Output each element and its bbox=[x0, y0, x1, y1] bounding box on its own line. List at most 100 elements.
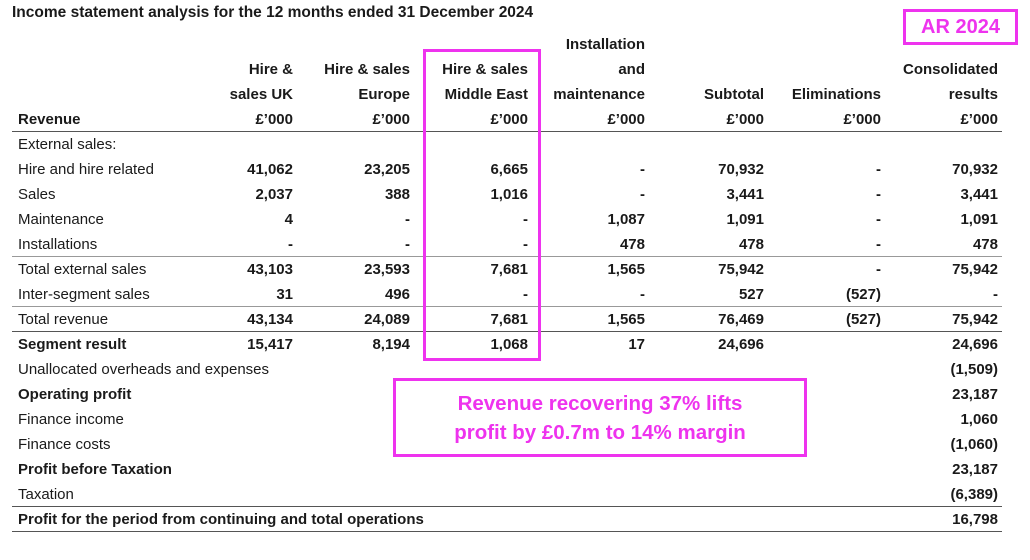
cell-subtotal: 70,932 bbox=[718, 161, 764, 178]
cell-hire-sales-europe: 388 bbox=[384, 186, 410, 203]
column-header-line: Hire & bbox=[248, 61, 293, 78]
annotation-callout: Revenue recovering 37% lifts profit by £… bbox=[393, 378, 807, 457]
row-label: Finance costs bbox=[18, 436, 111, 453]
cell-installation-maintenance: 478 bbox=[619, 236, 645, 253]
column-header-line: £’000 bbox=[255, 111, 293, 128]
column-header-installation-maintenance: Installation and maintenance £’000 bbox=[553, 32, 645, 132]
cell-subtotal: 478 bbox=[738, 236, 764, 253]
cell-consolidated-results: 75,942 bbox=[952, 261, 998, 278]
table-row: Unallocated overheads and expenses (1,509… bbox=[12, 357, 1002, 382]
cell-hire-sales-europe: 8,194 bbox=[372, 336, 410, 353]
row-label: Taxation bbox=[18, 486, 74, 503]
table-divider bbox=[12, 306, 1002, 307]
cell-consolidated-results: (1,509) bbox=[950, 361, 998, 378]
column-header-line: Hire & sales bbox=[324, 61, 410, 78]
cell-consolidated-results: 16,798 bbox=[952, 511, 998, 528]
column-header-line: Europe bbox=[358, 86, 410, 103]
cell-hire-sales-middle-east: - bbox=[523, 236, 528, 253]
cell-subtotal: 76,469 bbox=[718, 311, 764, 328]
table-row: Finance income 1,060 bbox=[12, 407, 1002, 432]
table-row: Operating profit 23,187 bbox=[12, 382, 1002, 407]
cell-installation-maintenance: 1,087 bbox=[607, 211, 645, 228]
column-header-line: Consolidated bbox=[902, 61, 998, 78]
cell-installation-maintenance: - bbox=[640, 286, 645, 303]
cell-installation-maintenance: - bbox=[640, 161, 645, 178]
row-label: Profit before Taxation bbox=[18, 461, 172, 478]
cell-hire-sales-middle-east: - bbox=[523, 211, 528, 228]
cell-hire-sales-uk: - bbox=[288, 236, 293, 253]
column-header-line: and bbox=[618, 61, 645, 78]
table-divider bbox=[12, 506, 1002, 507]
column-header-line: £’000 bbox=[960, 111, 998, 128]
cell-consolidated-results: - bbox=[993, 286, 998, 303]
column-header-line: results bbox=[948, 86, 998, 103]
column-header-line: £’000 bbox=[726, 111, 764, 128]
table-row: Finance costs (1,060) bbox=[12, 432, 1002, 457]
cell-eliminations: - bbox=[876, 261, 881, 278]
row-label: Operating profit bbox=[18, 386, 132, 403]
cell-hire-sales-europe: 23,593 bbox=[364, 261, 410, 278]
cell-hire-sales-europe: 496 bbox=[384, 286, 410, 303]
column-header-line: Hire & sales bbox=[442, 61, 528, 78]
row-label: Profit for the period from continuing an… bbox=[18, 511, 424, 528]
cell-eliminations: - bbox=[876, 211, 881, 228]
cell-consolidated-results: 1,091 bbox=[960, 211, 998, 228]
table-row: Hire and hire related 41,062 23,205 6,665 - 7… bbox=[12, 157, 1002, 182]
column-header-line: Installation bbox=[565, 36, 645, 53]
table-row: External sales: bbox=[12, 132, 1002, 157]
cell-installation-maintenance: 1,565 bbox=[607, 261, 645, 278]
cell-hire-sales-europe: - bbox=[405, 236, 410, 253]
cell-consolidated-results: 478 bbox=[972, 236, 998, 253]
cell-subtotal: 75,942 bbox=[718, 261, 764, 278]
row-label: Maintenance bbox=[18, 211, 104, 228]
cell-hire-sales-europe: 23,205 bbox=[364, 161, 410, 178]
row-label: Inter-segment sales bbox=[18, 286, 150, 303]
cell-consolidated-results: 70,932 bbox=[952, 161, 998, 178]
cell-hire-sales-uk: 31 bbox=[276, 286, 293, 303]
column-header-subtotal: Subtotal £’000 bbox=[704, 82, 764, 132]
cell-consolidated-results: 23,187 bbox=[952, 386, 998, 403]
column-header-line: Subtotal bbox=[704, 86, 764, 103]
cell-hire-sales-uk: 15,417 bbox=[247, 336, 293, 353]
cell-installation-maintenance: 1,565 bbox=[607, 311, 645, 328]
column-header-line: Middle East bbox=[444, 86, 528, 103]
cell-consolidated-results: 3,441 bbox=[960, 186, 998, 203]
cell-hire-sales-middle-east: 1,068 bbox=[490, 336, 528, 353]
table-row: Taxation (6,389) bbox=[12, 482, 1002, 507]
table-row: Sales 2,037 388 1,016 - 3,441 - 3,441 bbox=[12, 182, 1002, 207]
table-divider bbox=[12, 531, 1002, 532]
middle-east-highlight bbox=[423, 49, 541, 361]
row-label: Unallocated overheads and expenses bbox=[18, 361, 270, 378]
column-header-hire-sales-uk: Hire & sales UK £’000 bbox=[230, 57, 293, 132]
cell-installation-maintenance: 17 bbox=[628, 336, 645, 353]
cell-subtotal: 1,091 bbox=[726, 211, 764, 228]
table-row: Total external sales 43,103 23,593 7,681 1,5… bbox=[12, 257, 1002, 282]
column-header-line: maintenance bbox=[553, 86, 645, 103]
table-divider bbox=[12, 131, 1002, 132]
cell-eliminations: (527) bbox=[845, 311, 881, 328]
row-label: Hire and hire related bbox=[18, 161, 154, 178]
column-header-line: £’000 bbox=[372, 111, 410, 128]
cell-eliminations: - bbox=[876, 236, 881, 253]
column-header-hire-sales-europe: Hire & sales Europe £’000 bbox=[324, 57, 410, 132]
row-label: Sales bbox=[18, 186, 56, 203]
cell-consolidated-results: 24,696 bbox=[952, 336, 998, 353]
table-row: Profit before Taxation 23,187 bbox=[12, 457, 1002, 482]
cell-eliminations: - bbox=[876, 186, 881, 203]
cell-hire-sales-middle-east: 7,681 bbox=[490, 311, 528, 328]
cell-hire-sales-uk: 43,134 bbox=[247, 311, 293, 328]
cell-hire-sales-uk: 43,103 bbox=[247, 261, 293, 278]
year-badge: AR 2024 bbox=[903, 9, 1018, 45]
callout-line-1: Revenue recovering 37% lifts bbox=[457, 392, 743, 415]
table-row: Installations - - - 478 478 - 478 bbox=[12, 232, 1002, 257]
cell-hire-sales-uk: 2,037 bbox=[255, 186, 293, 203]
column-header-line: Eliminations bbox=[791, 86, 881, 103]
cell-subtotal: 527 bbox=[738, 286, 764, 303]
table-divider bbox=[12, 331, 1002, 332]
column-header-line: £’000 bbox=[843, 111, 881, 128]
cell-hire-sales-europe: - bbox=[405, 211, 410, 228]
column-header-eliminations: Eliminations £’000 bbox=[792, 82, 881, 132]
revenue-header: Revenue bbox=[18, 111, 81, 128]
cell-consolidated-results: (6,389) bbox=[950, 486, 998, 503]
table-divider bbox=[12, 256, 1002, 257]
